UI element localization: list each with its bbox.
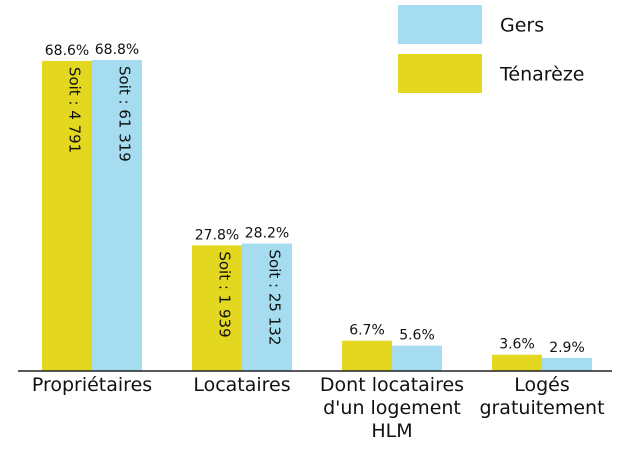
- value-label: 68.6%: [45, 43, 89, 59]
- value-label: 68.8%: [95, 42, 139, 58]
- inner-label: Soit : 61 319: [116, 66, 134, 162]
- legend-swatch: [398, 54, 482, 93]
- value-label: 6.7%: [349, 323, 385, 339]
- legend-label: Ténarèze: [499, 64, 585, 86]
- value-label: 28.2%: [245, 226, 289, 242]
- legend-label: Gers: [500, 15, 544, 37]
- inner-label: Soit : 4 791: [66, 67, 84, 153]
- bar: [392, 345, 442, 371]
- value-label: 27.8%: [195, 227, 239, 243]
- x-tick-label: Dont locataires d'un logement HLM: [319, 374, 465, 442]
- x-tick-label: Logés gratuitement: [479, 374, 605, 419]
- bar: [342, 340, 392, 371]
- inner-label: Soit : 25 132: [266, 250, 284, 346]
- x-tick-label: Propriétaires: [31, 374, 153, 396]
- bar: [42, 60, 92, 371]
- bar: [542, 357, 592, 371]
- bar: [92, 60, 142, 372]
- value-label: 2.9%: [549, 340, 585, 356]
- legend-swatch: [398, 5, 482, 44]
- value-label: 3.6%: [499, 337, 535, 353]
- inner-label: Soit : 1 939: [216, 251, 234, 337]
- bar: [192, 245, 242, 371]
- bar: [492, 354, 542, 371]
- x-tick-label: Locataires: [193, 374, 291, 396]
- bar: [242, 243, 292, 371]
- value-label: 5.6%: [399, 328, 435, 344]
